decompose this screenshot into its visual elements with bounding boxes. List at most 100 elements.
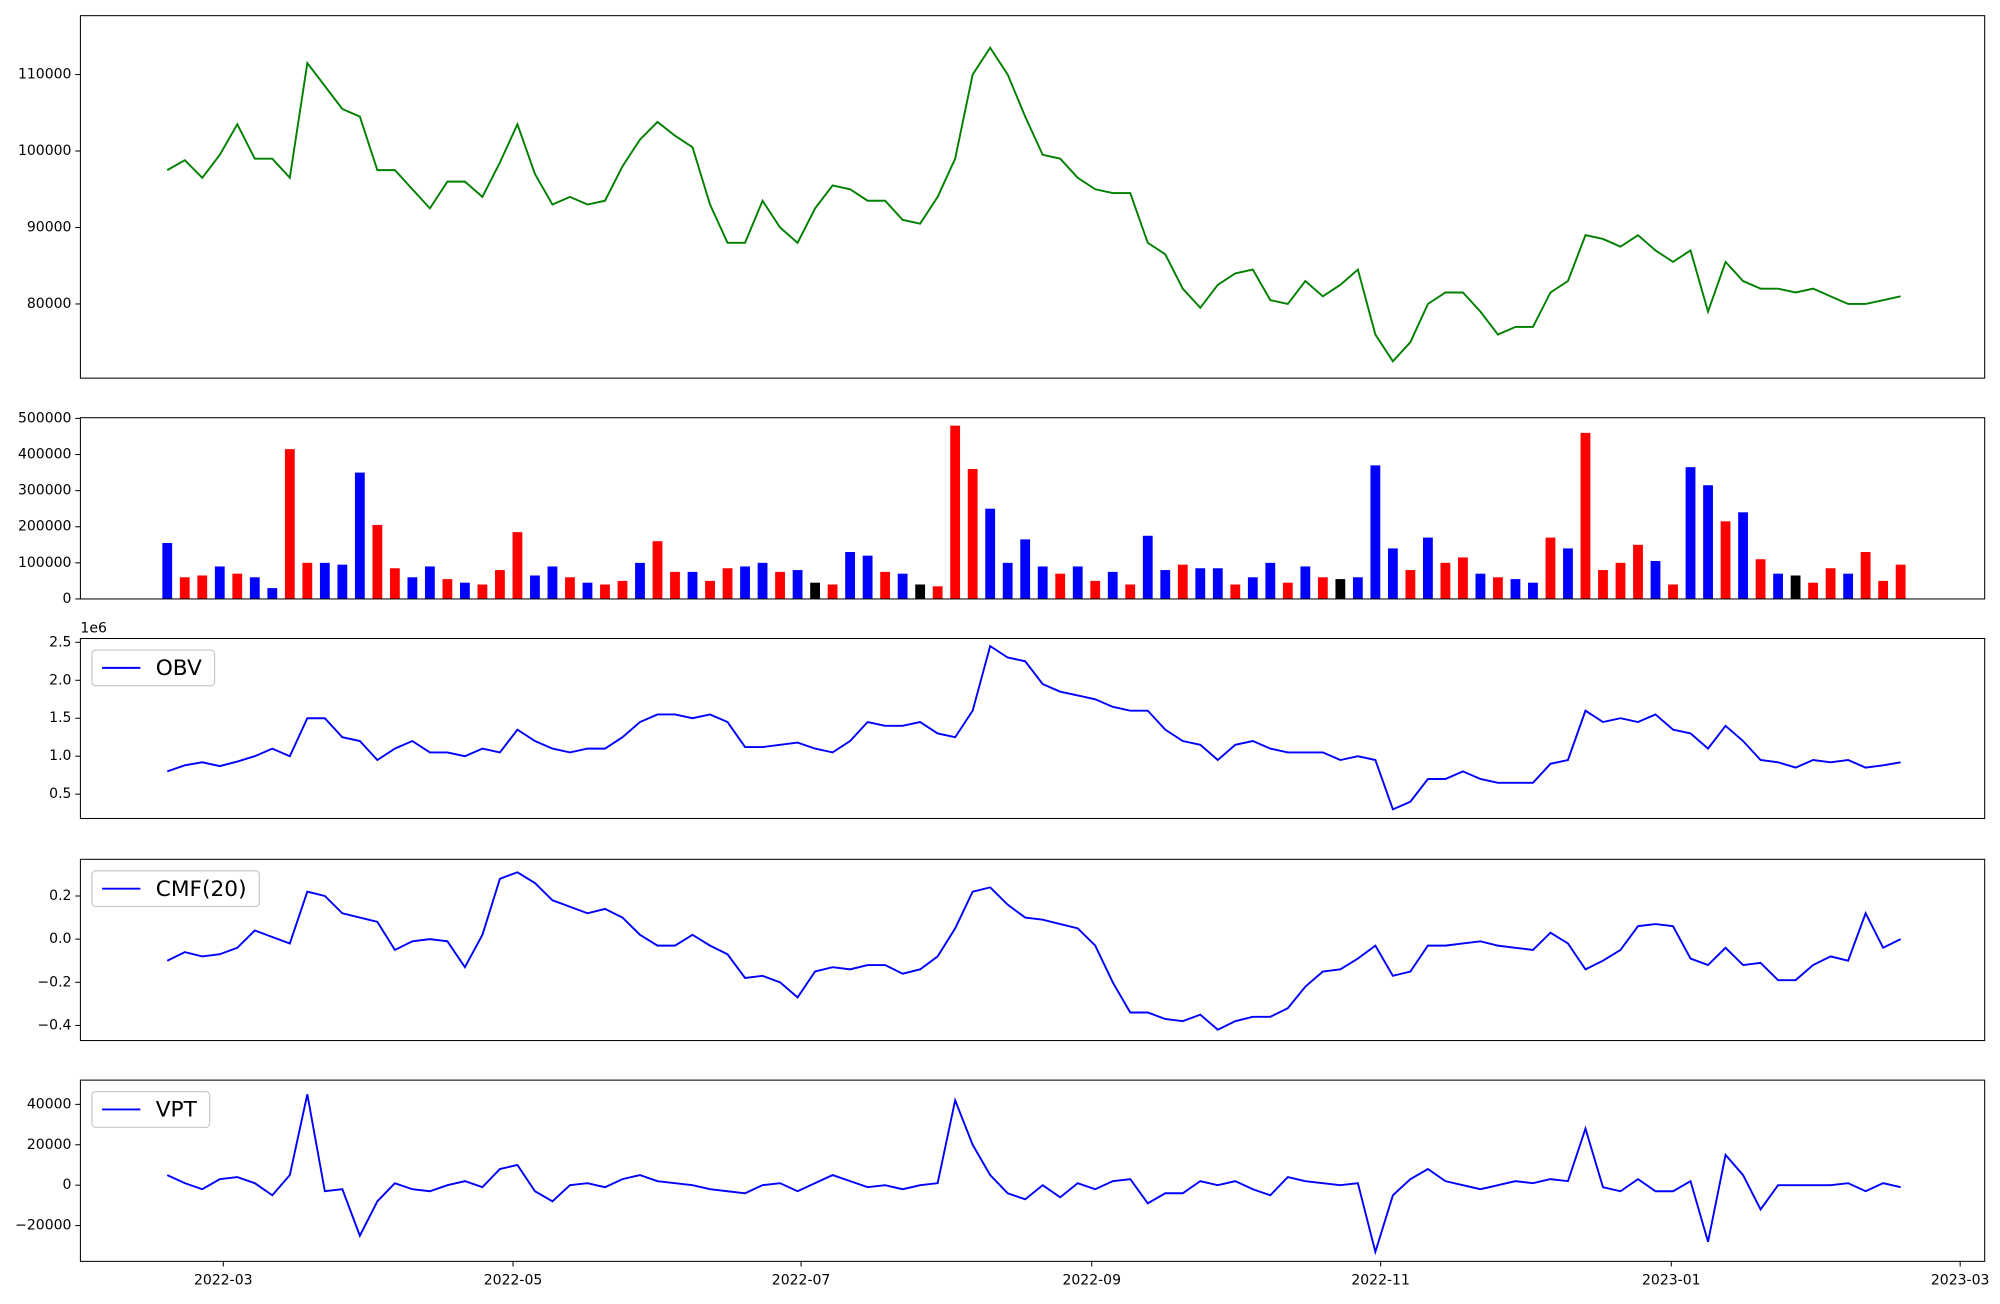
x-tick-label: 2022-09 — [1062, 1273, 1121, 1289]
bar — [1125, 584, 1136, 599]
bar — [1352, 577, 1363, 599]
bar — [1720, 521, 1731, 599]
bar — [1387, 548, 1398, 599]
bar — [1650, 561, 1661, 599]
legend-box — [91, 870, 260, 908]
bar — [967, 468, 978, 599]
bar — [740, 566, 750, 599]
legend-box — [91, 1090, 211, 1128]
bar — [1808, 582, 1818, 599]
line — [166, 871, 1902, 1031]
bar — [1265, 562, 1276, 599]
bar — [687, 571, 698, 599]
bar — [950, 425, 961, 599]
y-tick-label: 40000 — [27, 1096, 72, 1112]
y-tick-label: 0.2 — [49, 888, 71, 904]
y-tick-label: 0 — [63, 1177, 72, 1193]
legend-label: OBV — [156, 656, 202, 681]
plot-frame — [79, 1079, 1986, 1262]
legend-label: CMF(20) — [156, 877, 247, 902]
bar — [372, 524, 383, 599]
bar — [1685, 467, 1696, 599]
bar — [232, 573, 243, 599]
bar — [1282, 582, 1293, 599]
y-tick-label: 500000 — [18, 410, 72, 426]
bar — [1860, 552, 1871, 599]
bar — [460, 582, 470, 599]
bar — [827, 584, 838, 599]
offset-label: 1e6 — [80, 620, 107, 636]
x-tick-label: 2022-03 — [194, 1273, 253, 1289]
bar — [565, 577, 575, 599]
bar — [1545, 537, 1556, 599]
bar — [600, 584, 610, 599]
bar — [722, 568, 733, 599]
y-tick-label: 2.5 — [49, 634, 71, 650]
bar — [495, 570, 505, 599]
plot-frame — [79, 638, 1986, 819]
bar — [214, 566, 225, 599]
bar — [1177, 564, 1188, 599]
bar — [1247, 577, 1258, 599]
bar — [862, 555, 873, 599]
plot-frame — [79, 858, 1986, 1042]
y-tick-label: −0.2 — [37, 974, 71, 990]
x-tick-label: 2023-03 — [1931, 1273, 1990, 1289]
bar — [582, 582, 593, 599]
bar — [1160, 570, 1171, 599]
bar — [1703, 485, 1713, 599]
y-tick-label: 80000 — [27, 296, 72, 312]
y-tick-label: −0.4 — [37, 1017, 71, 1033]
bar — [530, 575, 540, 599]
x-tick-label: 2022-05 — [484, 1273, 543, 1289]
bar — [1528, 582, 1538, 599]
y-tick-label: 20000 — [27, 1137, 72, 1153]
bar — [932, 586, 943, 599]
bar — [1738, 512, 1748, 599]
legend-label: VPT — [156, 1098, 198, 1123]
bar — [1317, 577, 1328, 599]
bar — [319, 562, 330, 599]
bar — [1212, 568, 1223, 599]
bar — [1422, 537, 1433, 599]
y-tick-label: 1.5 — [49, 710, 71, 726]
bar — [1790, 575, 1801, 599]
bar — [1370, 465, 1381, 599]
x-tick-label: 2022-11 — [1351, 1273, 1410, 1289]
bar — [757, 562, 768, 599]
bar — [547, 566, 558, 599]
bar — [705, 580, 715, 599]
bar — [1090, 580, 1101, 599]
y-tick-label: 100000 — [18, 143, 72, 159]
bar — [1563, 548, 1573, 599]
bar — [985, 508, 996, 599]
bar — [1895, 564, 1906, 599]
bar — [670, 571, 680, 599]
line — [166, 1094, 1901, 1256]
x-tick-label: 2022-07 — [772, 1273, 831, 1289]
bar — [354, 472, 365, 599]
bar — [1230, 584, 1241, 599]
bar — [1405, 570, 1416, 599]
bar — [915, 584, 926, 599]
bar — [1195, 568, 1206, 599]
bar — [1002, 562, 1013, 599]
bar — [1510, 579, 1521, 599]
y-tick-label: 90000 — [27, 219, 72, 235]
y-tick-label: 110000 — [18, 67, 72, 83]
bar — [1037, 566, 1048, 599]
bar — [880, 571, 891, 599]
bar — [1440, 562, 1451, 599]
bar — [179, 577, 190, 599]
bar — [635, 562, 645, 599]
y-tick-label: 2.0 — [49, 672, 71, 688]
bar — [1458, 557, 1468, 599]
bar — [1773, 573, 1783, 599]
y-tick-label: 0.0 — [49, 931, 71, 947]
line — [166, 46, 1901, 363]
bar — [389, 568, 400, 599]
bar — [1072, 566, 1083, 599]
bar — [792, 570, 803, 599]
y-tick-label: 1.0 — [49, 748, 71, 764]
bar — [1055, 573, 1066, 599]
